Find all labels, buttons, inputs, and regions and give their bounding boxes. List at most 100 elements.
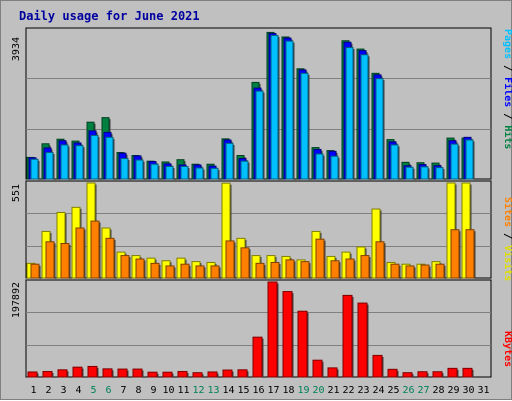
- x-tick-label: 27: [417, 385, 429, 396]
- x-tick-label: 28: [432, 385, 444, 396]
- kbytes-bar: [162, 371, 173, 378]
- x-tick-label: 19: [297, 385, 309, 396]
- pages-bar: [180, 166, 189, 180]
- sites-bar: [225, 240, 235, 279]
- x-tick-label: 1: [30, 385, 36, 396]
- kbytes-bar: [147, 371, 158, 378]
- pages-bar: [120, 158, 129, 180]
- x-tick-label: 16: [252, 385, 264, 396]
- kbytes-bar: [357, 302, 368, 378]
- x-tick-label: 31: [477, 385, 489, 396]
- kbytes-bar: [87, 365, 98, 378]
- sites-bar: [390, 263, 400, 279]
- pages-bar: [465, 139, 474, 180]
- x-tick-label: 23: [357, 385, 369, 396]
- pages-bar: [390, 144, 399, 180]
- sites-bar: [255, 262, 265, 279]
- sites-bar: [120, 255, 130, 279]
- sites-bar: [465, 229, 475, 279]
- sites-bar: [45, 241, 55, 279]
- sites-bar: [450, 229, 460, 279]
- legend-pages: Pages: [502, 29, 512, 59]
- x-tick-label: 14: [222, 385, 234, 396]
- sites-bar: [135, 258, 145, 279]
- pages-bar: [45, 151, 54, 180]
- panel2-ymax-label: 551: [11, 184, 22, 202]
- x-tick-label: 26: [402, 385, 414, 396]
- pages-bar: [360, 54, 369, 180]
- pages-bar: [240, 160, 249, 180]
- x-tick-label: 29: [447, 385, 459, 396]
- kbytes-bar: [462, 367, 473, 378]
- sites-bar: [195, 265, 205, 279]
- x-tick-label: 22: [342, 385, 354, 396]
- kbytes-bar: [42, 370, 53, 378]
- kbytes-bar: [417, 371, 428, 378]
- kbytes-bar: [222, 369, 233, 378]
- x-tick-label: 12: [192, 385, 204, 396]
- kbytes-bar: [237, 369, 248, 378]
- x-tick-label: 21: [327, 385, 339, 396]
- legend-visits: Visits: [502, 245, 512, 281]
- kbytes-bar: [102, 368, 113, 378]
- x-tick-label: 10: [162, 385, 174, 396]
- x-tick-label: 4: [75, 385, 81, 396]
- sites-bar: [90, 220, 100, 279]
- sites-bar: [420, 264, 430, 279]
- legend-pages-files-hits: Pages / Files / Hits: [502, 29, 512, 149]
- x-tick-label: 24: [372, 385, 384, 396]
- kbytes-bar: [27, 371, 38, 378]
- pages-bar: [435, 167, 444, 180]
- legend-hits: Hits: [502, 125, 512, 149]
- sites-bar: [300, 261, 310, 279]
- legend-files: Files: [502, 77, 512, 107]
- pages-bar: [210, 167, 219, 180]
- kbytes-bar: [57, 369, 68, 378]
- pages-bar: [135, 159, 144, 180]
- x-tick-label: 25: [387, 385, 399, 396]
- svg-text:Pages / Files / Hits: Pages / Files / Hits: [502, 29, 512, 149]
- legend-kbytes: KBytes: [502, 331, 512, 367]
- pages-bar: [30, 158, 39, 180]
- pages-bar: [90, 134, 99, 180]
- kbytes-bar: [432, 371, 443, 378]
- pages-bar: [165, 166, 174, 180]
- kbytes-bar: [342, 294, 353, 378]
- svg-text:Sites / Visits: Sites / Visits: [502, 197, 512, 281]
- sites-bar: [165, 265, 175, 279]
- x-tick-label: 7: [120, 385, 126, 396]
- pages-bar: [75, 145, 84, 180]
- x-tick-label: 11: [177, 385, 189, 396]
- x-tick-label: 30: [462, 385, 474, 396]
- x-tick-label: 2: [45, 385, 51, 396]
- sites-bar: [360, 255, 370, 279]
- pages-bar: [375, 78, 384, 180]
- pages-bar: [60, 144, 69, 180]
- pages-bar: [270, 34, 279, 180]
- sites-bar: [60, 243, 70, 279]
- kbytes-bar: [282, 291, 293, 378]
- sites-bar: [345, 258, 355, 279]
- kbytes-bar: [252, 336, 263, 378]
- sites-bar: [180, 263, 190, 279]
- sites-bar: [435, 263, 445, 279]
- pages-bar: [450, 143, 459, 180]
- x-tick-label: 3: [60, 385, 66, 396]
- legend-separator: /: [502, 107, 512, 125]
- sites-bar: [270, 261, 280, 279]
- pages-bar: [300, 72, 309, 180]
- kbytes-bar: [297, 310, 308, 378]
- pages-bar: [285, 40, 294, 180]
- panel1-ymax-label: 3934: [11, 37, 22, 61]
- sites-bar: [375, 241, 385, 279]
- panel3-ymax-label: 197892: [11, 282, 22, 318]
- x-tick-label: 13: [207, 385, 219, 396]
- legend-separator: /: [502, 59, 512, 77]
- pages-bar: [405, 166, 414, 180]
- sites-bar: [150, 262, 160, 279]
- kbytes-bar: [267, 281, 278, 378]
- legend-kbytes-label: KBytes: [502, 331, 512, 367]
- kbytes-bar: [372, 354, 383, 378]
